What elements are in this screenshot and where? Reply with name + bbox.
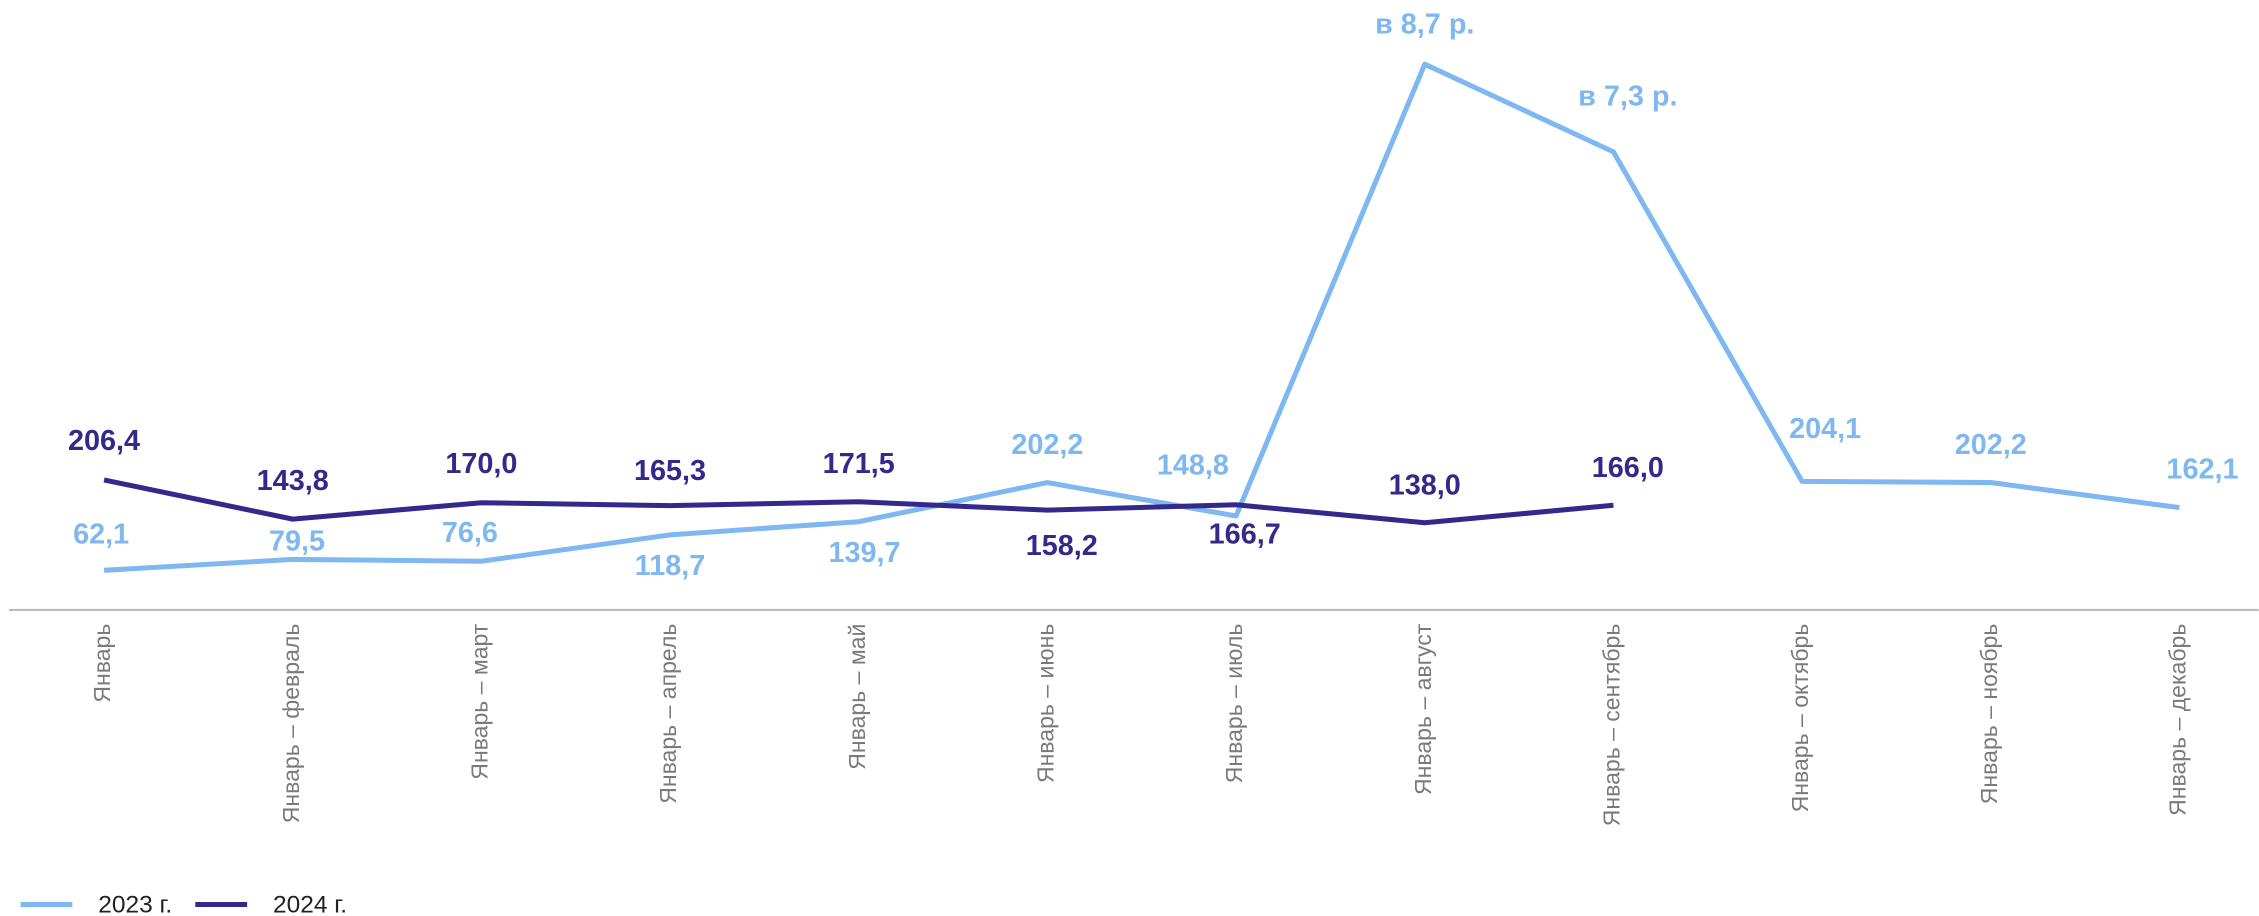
- series-line: [103, 61, 2180, 573]
- value-label: в 8,7 р.: [1375, 9, 1474, 41]
- value-label: 143,8: [257, 465, 329, 497]
- x-tick-label: Январь – июль: [1221, 624, 1247, 784]
- value-label: в 7,3 р.: [1578, 81, 1677, 113]
- value-label: 170,0: [445, 448, 517, 480]
- x-tick-label: Январь – февраль: [278, 624, 304, 824]
- x-tick-label: Январь – март: [466, 623, 492, 779]
- value-label: 165,3: [634, 455, 706, 487]
- x-tick-label: Январь – ноябрь: [1976, 624, 2002, 805]
- value-label: 158,2: [1026, 530, 1098, 562]
- value-label: 139,7: [828, 537, 900, 569]
- value-label: 148,8: [1157, 449, 1229, 481]
- value-label: 162,1: [2166, 454, 2238, 486]
- x-tick-label: Январь – сентябрь: [1599, 624, 1625, 827]
- value-label: 76,6: [442, 517, 498, 549]
- x-tick-label: Январь – декабрь: [2165, 624, 2191, 816]
- x-tick-label: Январь: [89, 624, 115, 703]
- x-tick-label: Январь – октябрь: [1787, 624, 1813, 813]
- x-tick-label: Январь – май: [844, 624, 870, 770]
- value-label: 202,2: [1955, 429, 2027, 461]
- value-label: 166,7: [1209, 518, 1281, 550]
- series-line: [103, 477, 1614, 526]
- value-label: 62,1: [73, 518, 129, 550]
- value-label: 118,7: [635, 550, 705, 582]
- value-label: 206,4: [68, 425, 140, 457]
- value-label: 166,0: [1592, 452, 1664, 484]
- x-tick-label: Январь – апрель: [655, 624, 681, 804]
- x-tick-label: Январь – август: [1410, 623, 1436, 795]
- value-label: 79,5: [269, 526, 325, 558]
- x-tick-label: Январь – июнь: [1032, 624, 1058, 783]
- value-label: 204,1: [1789, 413, 1861, 445]
- value-label: 202,2: [1011, 429, 1083, 461]
- legend-label: 2024 г.: [273, 891, 347, 916]
- value-label: 138,0: [1389, 469, 1461, 501]
- value-label: 171,5: [823, 448, 895, 480]
- legend-label: 2023 г.: [98, 891, 172, 916]
